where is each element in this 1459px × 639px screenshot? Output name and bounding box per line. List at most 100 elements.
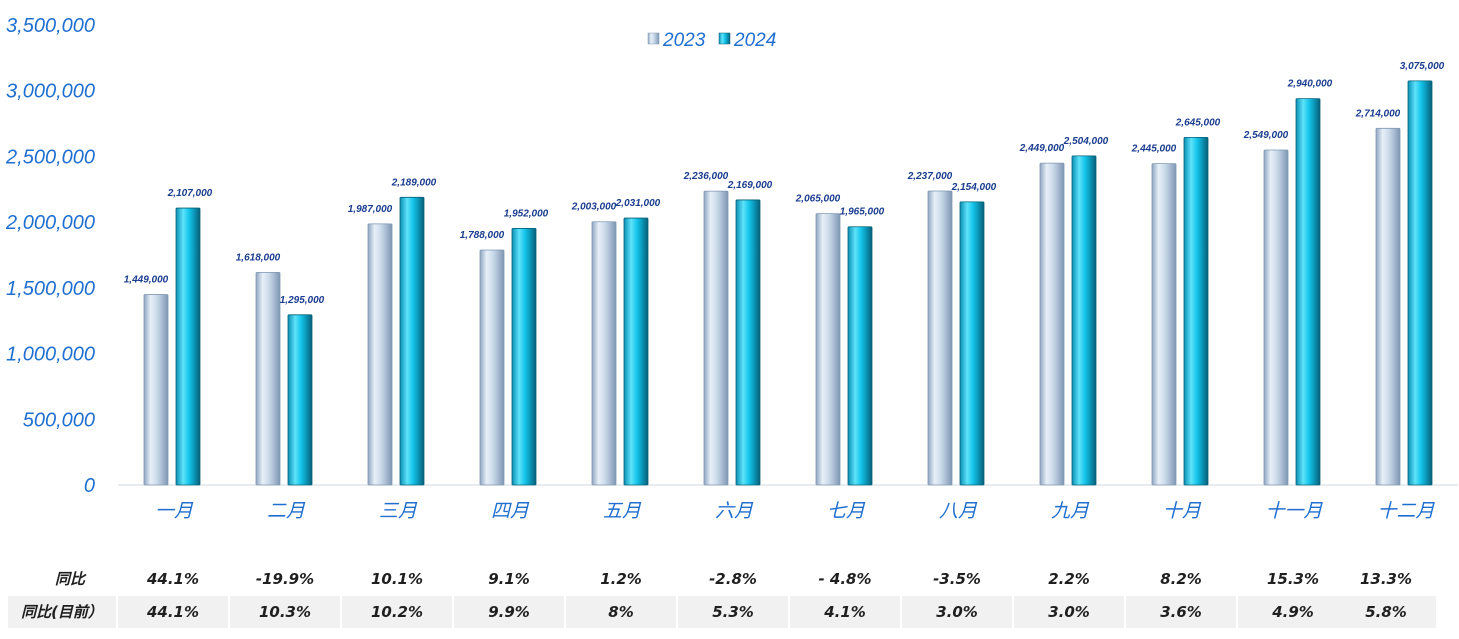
table-row-yoy-cumulative: 同比(目前） 44.1% 10.3% 10.2% 9.9% 8% 5.3% 4.… <box>0 596 1459 628</box>
bar-2024 <box>847 226 873 486</box>
yoy-cell: 13.3% <box>1359 570 1413 588</box>
x-tick-label: 四月 <box>491 500 530 522</box>
bar-2023 <box>255 271 281 486</box>
yoy-cumulative-cell: 10.3% <box>230 596 340 628</box>
x-tick-label: 九月 <box>1051 500 1090 522</box>
yoy-cell: -2.8% <box>709 570 757 588</box>
data-label-2024: 2,107,000 <box>167 188 213 199</box>
data-label-2023: 2,549,000 <box>1243 130 1289 141</box>
legend-swatch-2023 <box>647 32 660 45</box>
data-label-2024: 1,295,000 <box>280 295 325 306</box>
bar-2024 <box>1071 155 1097 486</box>
y-axis-ticks: 0 500,000 1,000,000 1,500,000 2,000,000 2,500… <box>5 15 95 497</box>
x-tick-label: 八月 <box>939 500 978 522</box>
legend-label-2024: 2024 <box>733 30 776 51</box>
data-label-2024: 1,952,000 <box>504 208 549 219</box>
yoy-cell: 8.2% <box>1160 570 1202 588</box>
data-label-2024: 2,031,000 <box>615 198 661 209</box>
yoy-cumulative-cell: 5.3% <box>678 596 788 628</box>
bar-2024 <box>175 207 201 486</box>
bar-2023 <box>927 190 953 486</box>
data-label-2023: 2,714,000 <box>1355 108 1401 119</box>
bars <box>143 80 1433 486</box>
yoy-cumulative-cell: 5.8% <box>1336 596 1436 628</box>
bar-2024 <box>623 217 649 486</box>
yoy-cell: 10.1% <box>370 570 424 588</box>
x-tick-label: 七月 <box>827 500 866 522</box>
bar-2023 <box>1039 162 1065 486</box>
y-tick-label: 2,500,000 <box>5 146 95 168</box>
yoy-cumulative-cell: 9.9% <box>454 596 564 628</box>
y-tick-label: 500,000 <box>23 409 95 431</box>
x-tick-label: 二月 <box>267 500 306 522</box>
bar-2024 <box>959 201 985 486</box>
yoy-cumulative-cell: 3.6% <box>1126 596 1236 628</box>
legend-swatch-2024 <box>718 32 731 45</box>
data-label-2023: 2,003,000 <box>571 202 617 213</box>
yoy-cumulative-cell: 4.1% <box>790 596 900 628</box>
yoy-cumulative-cell: 3.0% <box>1014 596 1124 628</box>
yoy-cell: 2.2% <box>1048 570 1090 588</box>
bar-2023 <box>143 294 169 486</box>
data-label-2023: 2,445,000 <box>1131 144 1177 155</box>
data-label-2024: 2,169,000 <box>727 180 773 191</box>
bar-2023 <box>1151 163 1177 486</box>
row-label-yoy: 同比 <box>54 570 85 588</box>
bar-2024 <box>735 199 761 486</box>
bar-2023 <box>591 221 617 486</box>
yoy-cumulative-cell: 10.2% <box>342 596 452 628</box>
bar-2023 <box>367 223 393 486</box>
bar-2023 <box>1375 127 1401 486</box>
data-label-2024: 2,940,000 <box>1287 79 1333 90</box>
x-tick-label: 六月 <box>715 500 754 522</box>
yoy-cumulative-cell: 3.0% <box>902 596 1012 628</box>
x-tick-label: 一月 <box>155 500 194 522</box>
yoy-cell: 15.3% <box>1266 570 1320 588</box>
x-tick-label: 十二月 <box>1377 500 1435 522</box>
y-tick-label: 3,500,000 <box>6 15 95 37</box>
bar-2024 <box>287 314 313 486</box>
yoy-cell: 1.2% <box>600 570 642 588</box>
table-row-yoy: 同比 44.1% -19.9% 10.1% 9.1% 1.2% -2.8% - … <box>0 563 1459 595</box>
bar-2024 <box>511 228 537 486</box>
data-label-2023: 1,788,000 <box>460 230 505 241</box>
yoy-cumulative-cell: 4.9% <box>1238 596 1348 628</box>
y-tick-label: 0 <box>84 475 95 497</box>
yoy-cumulative-cell: 8% <box>566 596 676 628</box>
data-label-2023: 2,236,000 <box>683 171 729 182</box>
bar-2024 <box>399 196 425 486</box>
y-tick-label: 1,500,000 <box>6 278 95 300</box>
legend: 2023 2024 <box>647 30 776 51</box>
data-label-2024: 2,645,000 <box>1175 117 1221 128</box>
bar-2024 <box>1295 98 1321 486</box>
y-tick-label: 3,000,000 <box>6 81 95 103</box>
data-label-2024: 3,075,000 <box>1400 61 1445 72</box>
data-label-2023: 2,449,000 <box>1019 143 1065 154</box>
data-label-2024: 2,504,000 <box>1063 136 1109 147</box>
data-label-2023: 1,987,000 <box>348 204 393 215</box>
x-tick-label: 三月 <box>379 500 418 522</box>
y-tick-label: 1,000,000 <box>6 344 95 366</box>
yoy-cell: -19.9% <box>255 570 315 588</box>
yoy-cell: -3.5% <box>933 570 981 588</box>
legend-label-2023: 2023 <box>662 30 706 51</box>
x-axis-ticks: 一月 二月 三月 四月 五月 六月 七月 八月 九月 十月 十一月 十二月 <box>155 500 1436 522</box>
yoy-cumulative-cell: 44.1% <box>118 596 228 628</box>
x-tick-label: 五月 <box>603 500 642 522</box>
x-tick-label: 十一月 <box>1265 500 1323 522</box>
data-label-2024: 2,154,000 <box>951 182 997 193</box>
bar-2023 <box>479 249 505 486</box>
yoy-cell: - 4.8% <box>818 570 872 588</box>
bar-2023 <box>815 213 841 486</box>
bar-2024 <box>1407 80 1433 486</box>
bar-chart: 0 500,000 1,000,000 1,500,000 2,000,000 2,500… <box>5 15 1458 522</box>
data-label-2024: 1,965,000 <box>840 207 885 218</box>
data-label-2023: 1,449,000 <box>124 275 169 286</box>
x-tick-label: 十月 <box>1163 500 1202 522</box>
yoy-cell: 44.1% <box>146 570 200 588</box>
bar-2023 <box>703 190 729 486</box>
row-label-yoy-cumulative: 同比(目前） <box>8 596 116 628</box>
data-label-2024: 2,189,000 <box>391 177 437 188</box>
bar-2023 <box>1263 149 1289 486</box>
data-labels: 1,449,000 2,107,000 1,618,000 1,295,000 1,98… <box>124 61 1445 306</box>
